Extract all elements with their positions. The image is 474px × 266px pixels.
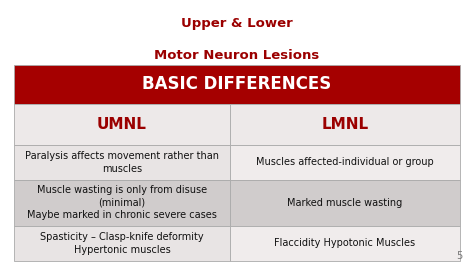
FancyBboxPatch shape (230, 226, 460, 261)
FancyBboxPatch shape (14, 180, 230, 226)
Text: Motor Neuron Lesions: Motor Neuron Lesions (155, 49, 319, 62)
Text: Spasticity – Clasp-knife deformity
Hypertonic muscles: Spasticity – Clasp-knife deformity Hyper… (40, 232, 204, 255)
Text: UMNL: UMNL (97, 117, 147, 132)
FancyBboxPatch shape (14, 65, 460, 104)
Text: Paralysis affects movement rather than
muscles: Paralysis affects movement rather than m… (25, 151, 219, 173)
Text: Marked muscle wasting: Marked muscle wasting (287, 198, 402, 208)
Text: Muscles affected-individual or group: Muscles affected-individual or group (256, 157, 434, 167)
FancyBboxPatch shape (14, 226, 230, 261)
FancyBboxPatch shape (230, 104, 460, 145)
FancyBboxPatch shape (14, 104, 230, 145)
Text: LMNL: LMNL (321, 117, 368, 132)
Text: Muscle wasting is only from disuse
(minimal)
Maybe marked in chronic severe case: Muscle wasting is only from disuse (mini… (27, 185, 217, 220)
Text: BASIC DIFFERENCES: BASIC DIFFERENCES (142, 76, 332, 93)
FancyBboxPatch shape (14, 145, 230, 180)
Text: Flaccidity Hypotonic Muscles: Flaccidity Hypotonic Muscles (274, 238, 415, 248)
Text: 5: 5 (456, 251, 462, 261)
FancyBboxPatch shape (230, 180, 460, 226)
Text: Upper & Lower: Upper & Lower (181, 18, 293, 30)
FancyBboxPatch shape (230, 145, 460, 180)
